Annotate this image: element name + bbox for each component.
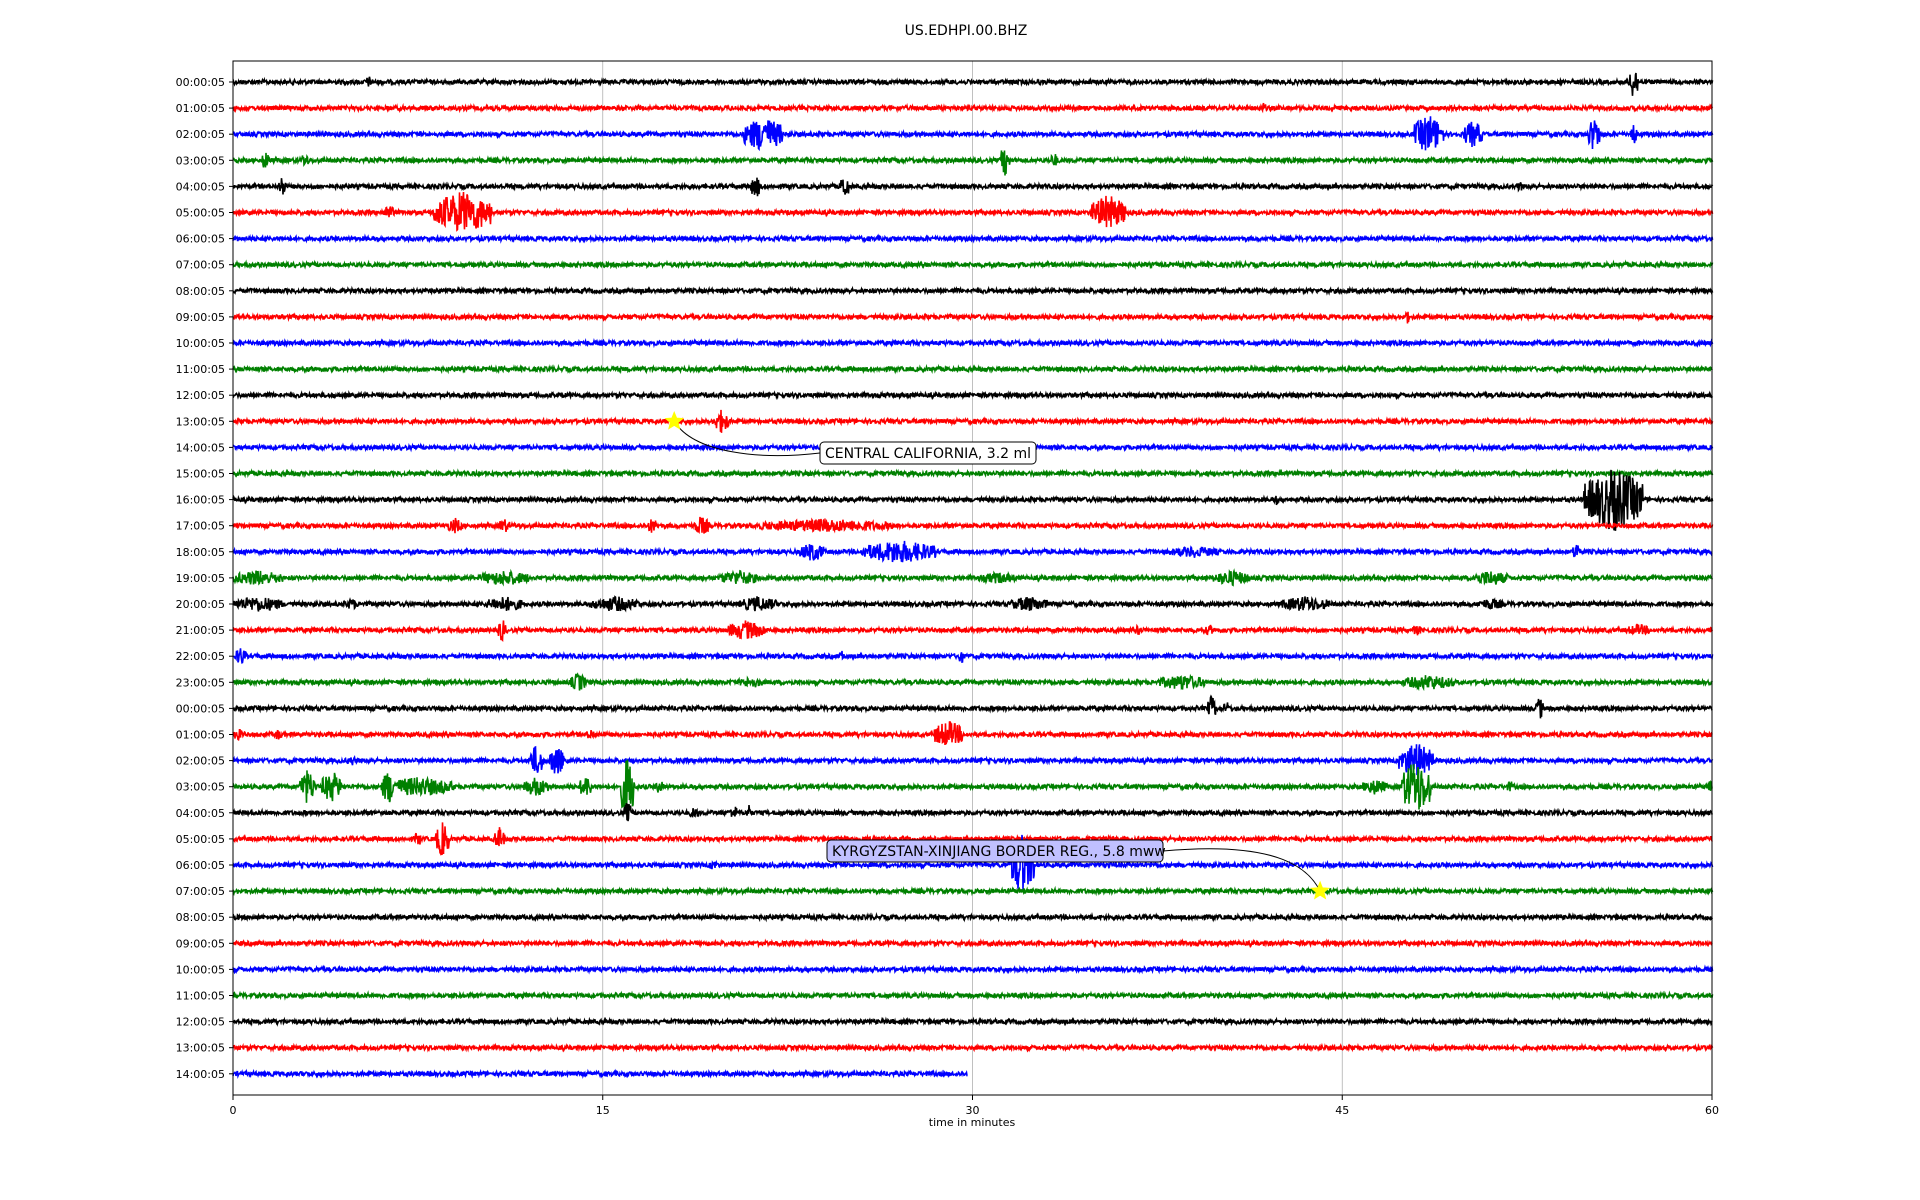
- trace-line: [232, 516, 1714, 535]
- trace-line: [232, 721, 1713, 746]
- x-tick-label: 45: [1335, 1104, 1349, 1117]
- y-tick-label: 04:00:05: [176, 807, 225, 820]
- annotation-connector: [1162, 848, 1321, 892]
- x-tick-label: 15: [596, 1104, 610, 1117]
- y-tick-label: 05:00:05: [176, 207, 225, 220]
- y-tick-label: 05:00:05: [176, 833, 225, 846]
- trace-line: [232, 834, 1714, 890]
- y-tick-label: 00:00:05: [176, 76, 225, 89]
- trace-line: [232, 102, 1714, 114]
- trace-line: [232, 540, 1713, 563]
- y-tick-labels: 00:00:05 01:00:05 02:00:05 03:00:05 04:00:05…: [176, 76, 233, 1081]
- event-annotation: CENTRAL CALIFORNIA, 3.2 ml: [664, 410, 1037, 465]
- y-tick-label: 13:00:05: [176, 415, 225, 428]
- y-tick-label: 08:00:05: [176, 285, 225, 298]
- trace-rows: [232, 72, 1714, 1080]
- event-annotation: KYRGYZSTAN-XINJIANG BORDER REG., 5.8 mww: [826, 839, 1330, 900]
- trace-line: [232, 310, 1714, 324]
- y-tick-label: 11:00:05: [176, 363, 225, 376]
- y-tick-label: 23:00:05: [176, 676, 225, 689]
- event-star-marker: [664, 410, 685, 430]
- trace-line: [233, 694, 1713, 719]
- trace-line: [232, 72, 1714, 96]
- y-tick-label: 02:00:05: [176, 755, 225, 768]
- y-tick-label: 06:00:05: [176, 233, 225, 246]
- trace-line: [232, 911, 1714, 923]
- trace-line: [232, 938, 1713, 949]
- x-axis-label: time in minutes: [929, 1116, 1016, 1129]
- trace-line: [232, 389, 1714, 401]
- x-tick-label: 60: [1705, 1104, 1719, 1117]
- trace-line: [232, 885, 1714, 897]
- y-tick-label: 01:00:05: [176, 729, 225, 742]
- trace-line: [232, 803, 1713, 822]
- chart-title: US.EDHPI.00.BHZ: [905, 23, 1028, 39]
- event-annotations: CENTRAL CALIFORNIA, 3.2 ml KYRGYZSTAN-XIN…: [664, 410, 1330, 900]
- trace-line: [232, 468, 1714, 479]
- y-tick-label: 10:00:05: [176, 337, 225, 350]
- y-tick-label: 11:00:05: [176, 990, 225, 1003]
- trace-line: [232, 990, 1714, 1001]
- y-tick-label: 03:00:05: [176, 154, 225, 167]
- x-tick-labels: 0 15 30 45 60: [230, 1095, 1719, 1117]
- trace-line: [232, 469, 1714, 531]
- annotation-box: [826, 839, 1164, 863]
- y-tick-label: 09:00:05: [176, 311, 225, 324]
- x-tick-label: 0: [230, 1104, 237, 1117]
- y-tick-label: 20:00:05: [176, 598, 225, 611]
- trace-line: [232, 177, 1714, 197]
- x-tick-label: 30: [966, 1104, 980, 1117]
- trace-line: [232, 1016, 1713, 1027]
- trace-line: [232, 409, 1714, 433]
- y-tick-label: 17:00:05: [176, 520, 225, 533]
- y-tick-label: 02:00:05: [176, 128, 225, 141]
- y-tick-label: 22:00:05: [176, 650, 225, 663]
- trace-line: [232, 964, 1714, 975]
- y-tick-label: 14:00:05: [176, 441, 225, 454]
- trace-line: [232, 568, 1714, 587]
- y-tick-label: 00:00:05: [176, 702, 225, 715]
- trace-line: [232, 233, 1714, 244]
- trace-line: [232, 363, 1713, 375]
- trace-line: [232, 150, 1714, 176]
- trace-line: [232, 285, 1714, 297]
- trace-line: [232, 337, 1714, 349]
- annotation-label: KYRGYZSTAN-XINJIANG BORDER REG., 5.8 mww: [832, 844, 1166, 860]
- trace-line: [232, 259, 1714, 271]
- trace-line: [232, 191, 1714, 232]
- trace-line: [232, 595, 1714, 613]
- y-tick-label: 04:00:05: [176, 180, 225, 193]
- y-tick-label: 10:00:05: [176, 963, 225, 976]
- y-tick-label: 19:00:05: [176, 572, 225, 585]
- trace-line: [232, 648, 1714, 664]
- y-tick-label: 18:00:05: [176, 546, 225, 559]
- trace-line: [232, 759, 1713, 814]
- y-tick-label: 16:00:05: [176, 494, 225, 507]
- y-tick-label: 12:00:05: [176, 389, 225, 402]
- trace-line: [232, 1068, 968, 1080]
- y-tick-label: 09:00:05: [176, 937, 225, 950]
- trace-line: [232, 116, 1714, 152]
- y-tick-label: 14:00:05: [176, 1068, 225, 1081]
- trace-line: [232, 672, 1713, 692]
- y-tick-label: 12:00:05: [176, 1016, 225, 1029]
- y-tick-label: 15:00:05: [176, 468, 225, 481]
- y-tick-label: 07:00:05: [176, 885, 225, 898]
- annotation-label: CENTRAL CALIFORNIA, 3.2 ml: [825, 446, 1031, 462]
- y-tick-label: 07:00:05: [176, 259, 225, 272]
- trace-line: [232, 744, 1714, 776]
- y-tick-label: 03:00:05: [176, 781, 225, 794]
- y-tick-label: 06:00:05: [176, 859, 225, 872]
- y-tick-label: 13:00:05: [176, 1042, 225, 1055]
- y-tick-label: 08:00:05: [176, 911, 225, 924]
- trace-line: [232, 620, 1714, 642]
- trace-line: [232, 1042, 1714, 1054]
- y-tick-label: 21:00:05: [176, 624, 225, 637]
- annotation-connector: [673, 421, 821, 457]
- annotation-box: [819, 441, 1037, 465]
- event-star-marker: [1310, 880, 1330, 900]
- y-tick-label: 01:00:05: [176, 102, 225, 115]
